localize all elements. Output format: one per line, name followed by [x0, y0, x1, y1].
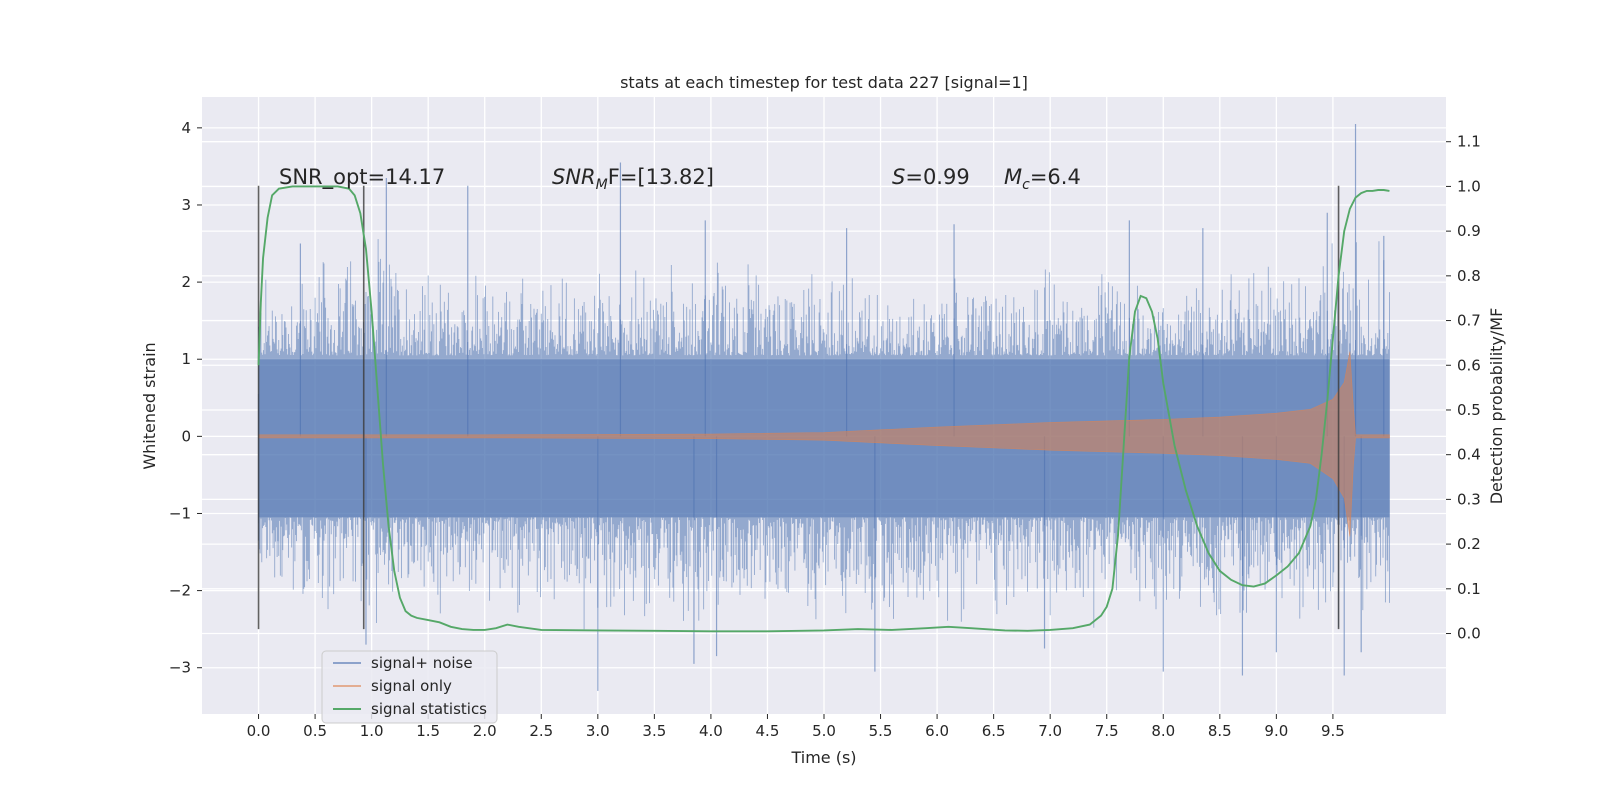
x-tick-label: 8.0 — [1151, 722, 1175, 740]
y-tick-label: 2 — [181, 273, 191, 291]
annotation-snr-opt: SNR_opt=14.17 — [279, 165, 445, 190]
mc-rest: =6.4 — [1030, 165, 1081, 189]
y-tick-label: −1 — [169, 504, 191, 522]
y-axis-label: Whitened strain — [140, 342, 159, 469]
series-signal-only — [258, 351, 1390, 537]
y2-tick-label: 0.7 — [1457, 312, 1481, 330]
y2-tick-label: 0.4 — [1457, 446, 1481, 464]
y-tick-label: 1 — [181, 350, 191, 368]
data-layer — [257, 123, 1390, 691]
x-tick-label: 5.0 — [812, 722, 836, 740]
x-tick-label: 0.5 — [303, 722, 327, 740]
x-tick-label: 1.5 — [416, 722, 440, 740]
x-tick-label: 2.5 — [529, 722, 553, 740]
x-tick-label: 6.5 — [982, 722, 1006, 740]
y2-tick-label: 1.1 — [1457, 133, 1481, 151]
vertical-markers — [257, 185, 1340, 630]
y-tick-label: 3 — [181, 196, 191, 214]
legend-box — [321, 650, 498, 724]
statistics-layer — [257, 185, 1390, 633]
x-tick-label: 1.0 — [360, 722, 384, 740]
snr-mf-rest: F=[13.82] — [608, 165, 714, 189]
y-tick-label: −3 — [169, 659, 191, 677]
x-tick-label: 8.5 — [1208, 722, 1232, 740]
x-axis-label: Time (s) — [790, 748, 856, 767]
x-tick-label: 9.0 — [1264, 722, 1288, 740]
y2-tick-label: 0.8 — [1457, 267, 1481, 285]
x-tick-label: 7.0 — [1038, 722, 1062, 740]
y2-tick-label: 0.1 — [1457, 580, 1481, 598]
x-tick-label: 4.5 — [756, 722, 780, 740]
legend-label-signal-statistics: signal statistics — [371, 700, 487, 718]
x-tick-label: 2.0 — [473, 722, 497, 740]
y2-axis-label: Detection probability/MF — [1487, 308, 1506, 505]
x-tick-label: 3.5 — [642, 722, 666, 740]
mc-sub: c — [1022, 177, 1030, 193]
y2-tick-label: 0.5 — [1457, 401, 1481, 419]
s-rest: =0.99 — [905, 165, 969, 189]
annotation-mc: Mc=6.4 — [1004, 165, 1081, 193]
x-tick-label: 9.5 — [1321, 722, 1345, 740]
annotation-s: S=0.99 — [892, 165, 970, 189]
x-tick-label: 5.5 — [869, 722, 893, 740]
legend-label-signal-only: signal only — [371, 677, 452, 695]
series-signal-statistics — [257, 185, 1390, 633]
y-tick-label: 4 — [181, 119, 191, 137]
y2-tick-label: 1.0 — [1457, 177, 1481, 195]
annotation-snr-mf: SNRMF=[13.82] — [552, 165, 714, 193]
y2-tick-label: 0.3 — [1457, 490, 1481, 508]
y2-tick-label: 0.9 — [1457, 222, 1481, 240]
x-tick-label: 7.5 — [1095, 722, 1119, 740]
x-tick-label: 3.0 — [586, 722, 610, 740]
legend-label-signal-noise: signal+ noise — [371, 654, 473, 672]
chart-title: stats at each timestep for test data 227… — [620, 73, 1028, 92]
s-main: S — [892, 165, 905, 189]
x-tick-label: 6.0 — [925, 722, 949, 740]
y2-tick-label: 0.2 — [1457, 535, 1481, 553]
y-tick-label: −2 — [169, 582, 191, 600]
y-tick-label: 0 — [181, 427, 191, 445]
snr-mf-main: SNR — [552, 165, 596, 189]
snr-mf-sub: M — [596, 177, 608, 193]
y2-tick-label: 0.0 — [1457, 625, 1481, 643]
y2-tick-label: 0.6 — [1457, 356, 1481, 374]
axes: 0.0 0.5 1.0 1.5 2.0 2.5 3.0 3.5 4.0 4.5 5.0 5.5 6.0 6… — [169, 119, 1481, 740]
x-tick-label: 0.0 — [247, 722, 271, 740]
x-tick-label: 4.0 — [699, 722, 723, 740]
legend: signal+ noise signal only signal statist… — [321, 650, 498, 724]
mc-main: M — [1004, 165, 1022, 189]
